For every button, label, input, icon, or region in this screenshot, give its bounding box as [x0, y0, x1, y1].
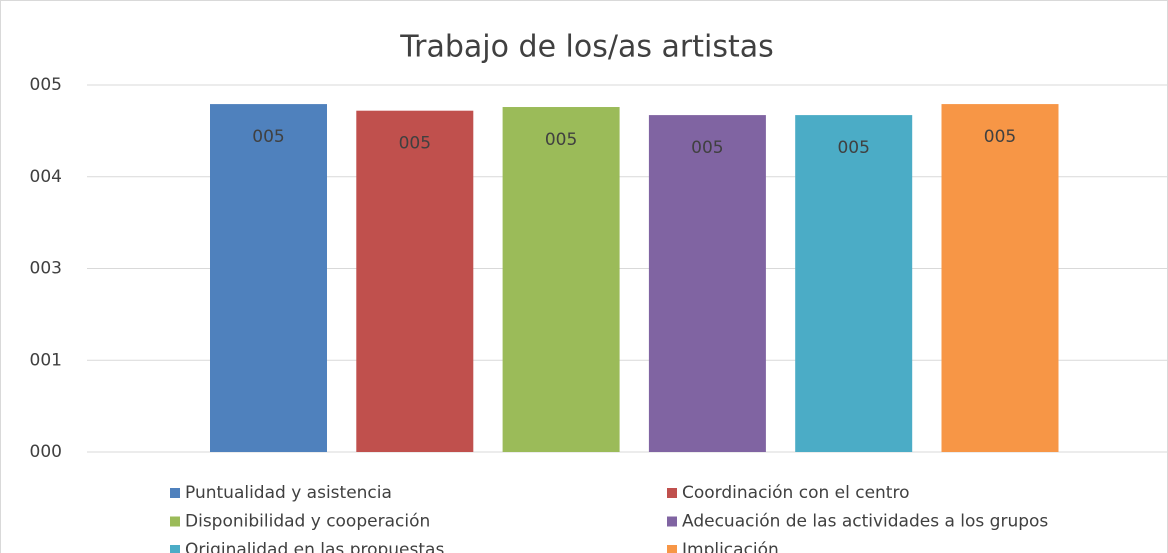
data-label: 005	[837, 138, 869, 158]
legend-label: Originalidad en las propuestas	[185, 540, 444, 553]
bar	[795, 115, 913, 453]
bar	[648, 115, 766, 453]
data-label: 005	[691, 138, 723, 158]
legend-swatch	[667, 516, 677, 527]
bar	[210, 104, 327, 453]
legend-label: Implicación	[682, 540, 779, 553]
y-tick-label: 000	[30, 442, 62, 462]
data-label: 005	[545, 130, 577, 150]
data-label: 005	[984, 127, 1016, 147]
data-label: 005	[252, 127, 284, 147]
y-tick-label: 001	[30, 350, 62, 370]
y-tick-label: 003	[30, 259, 62, 279]
bar	[356, 110, 474, 452]
legend-label: Adecuación de las actividades a los grup…	[682, 512, 1048, 532]
legend-swatch	[170, 545, 180, 553]
legend-label: Disponibilidad y cooperación	[185, 512, 430, 532]
data-label: 005	[399, 134, 431, 154]
y-tick-label: 005	[30, 75, 62, 95]
legend-swatch	[170, 516, 180, 527]
y-tick-label: 004	[30, 167, 62, 187]
chart-title: Trabajo de los/as artistas	[399, 30, 774, 65]
legend-label: Coordinación con el centro	[682, 483, 910, 503]
legend-swatch	[667, 545, 677, 553]
legend-label: Puntualidad y asistencia	[185, 483, 392, 503]
bar	[502, 107, 620, 453]
legend-swatch	[667, 488, 677, 498]
legend-swatch	[170, 488, 180, 498]
bar	[941, 104, 1059, 453]
